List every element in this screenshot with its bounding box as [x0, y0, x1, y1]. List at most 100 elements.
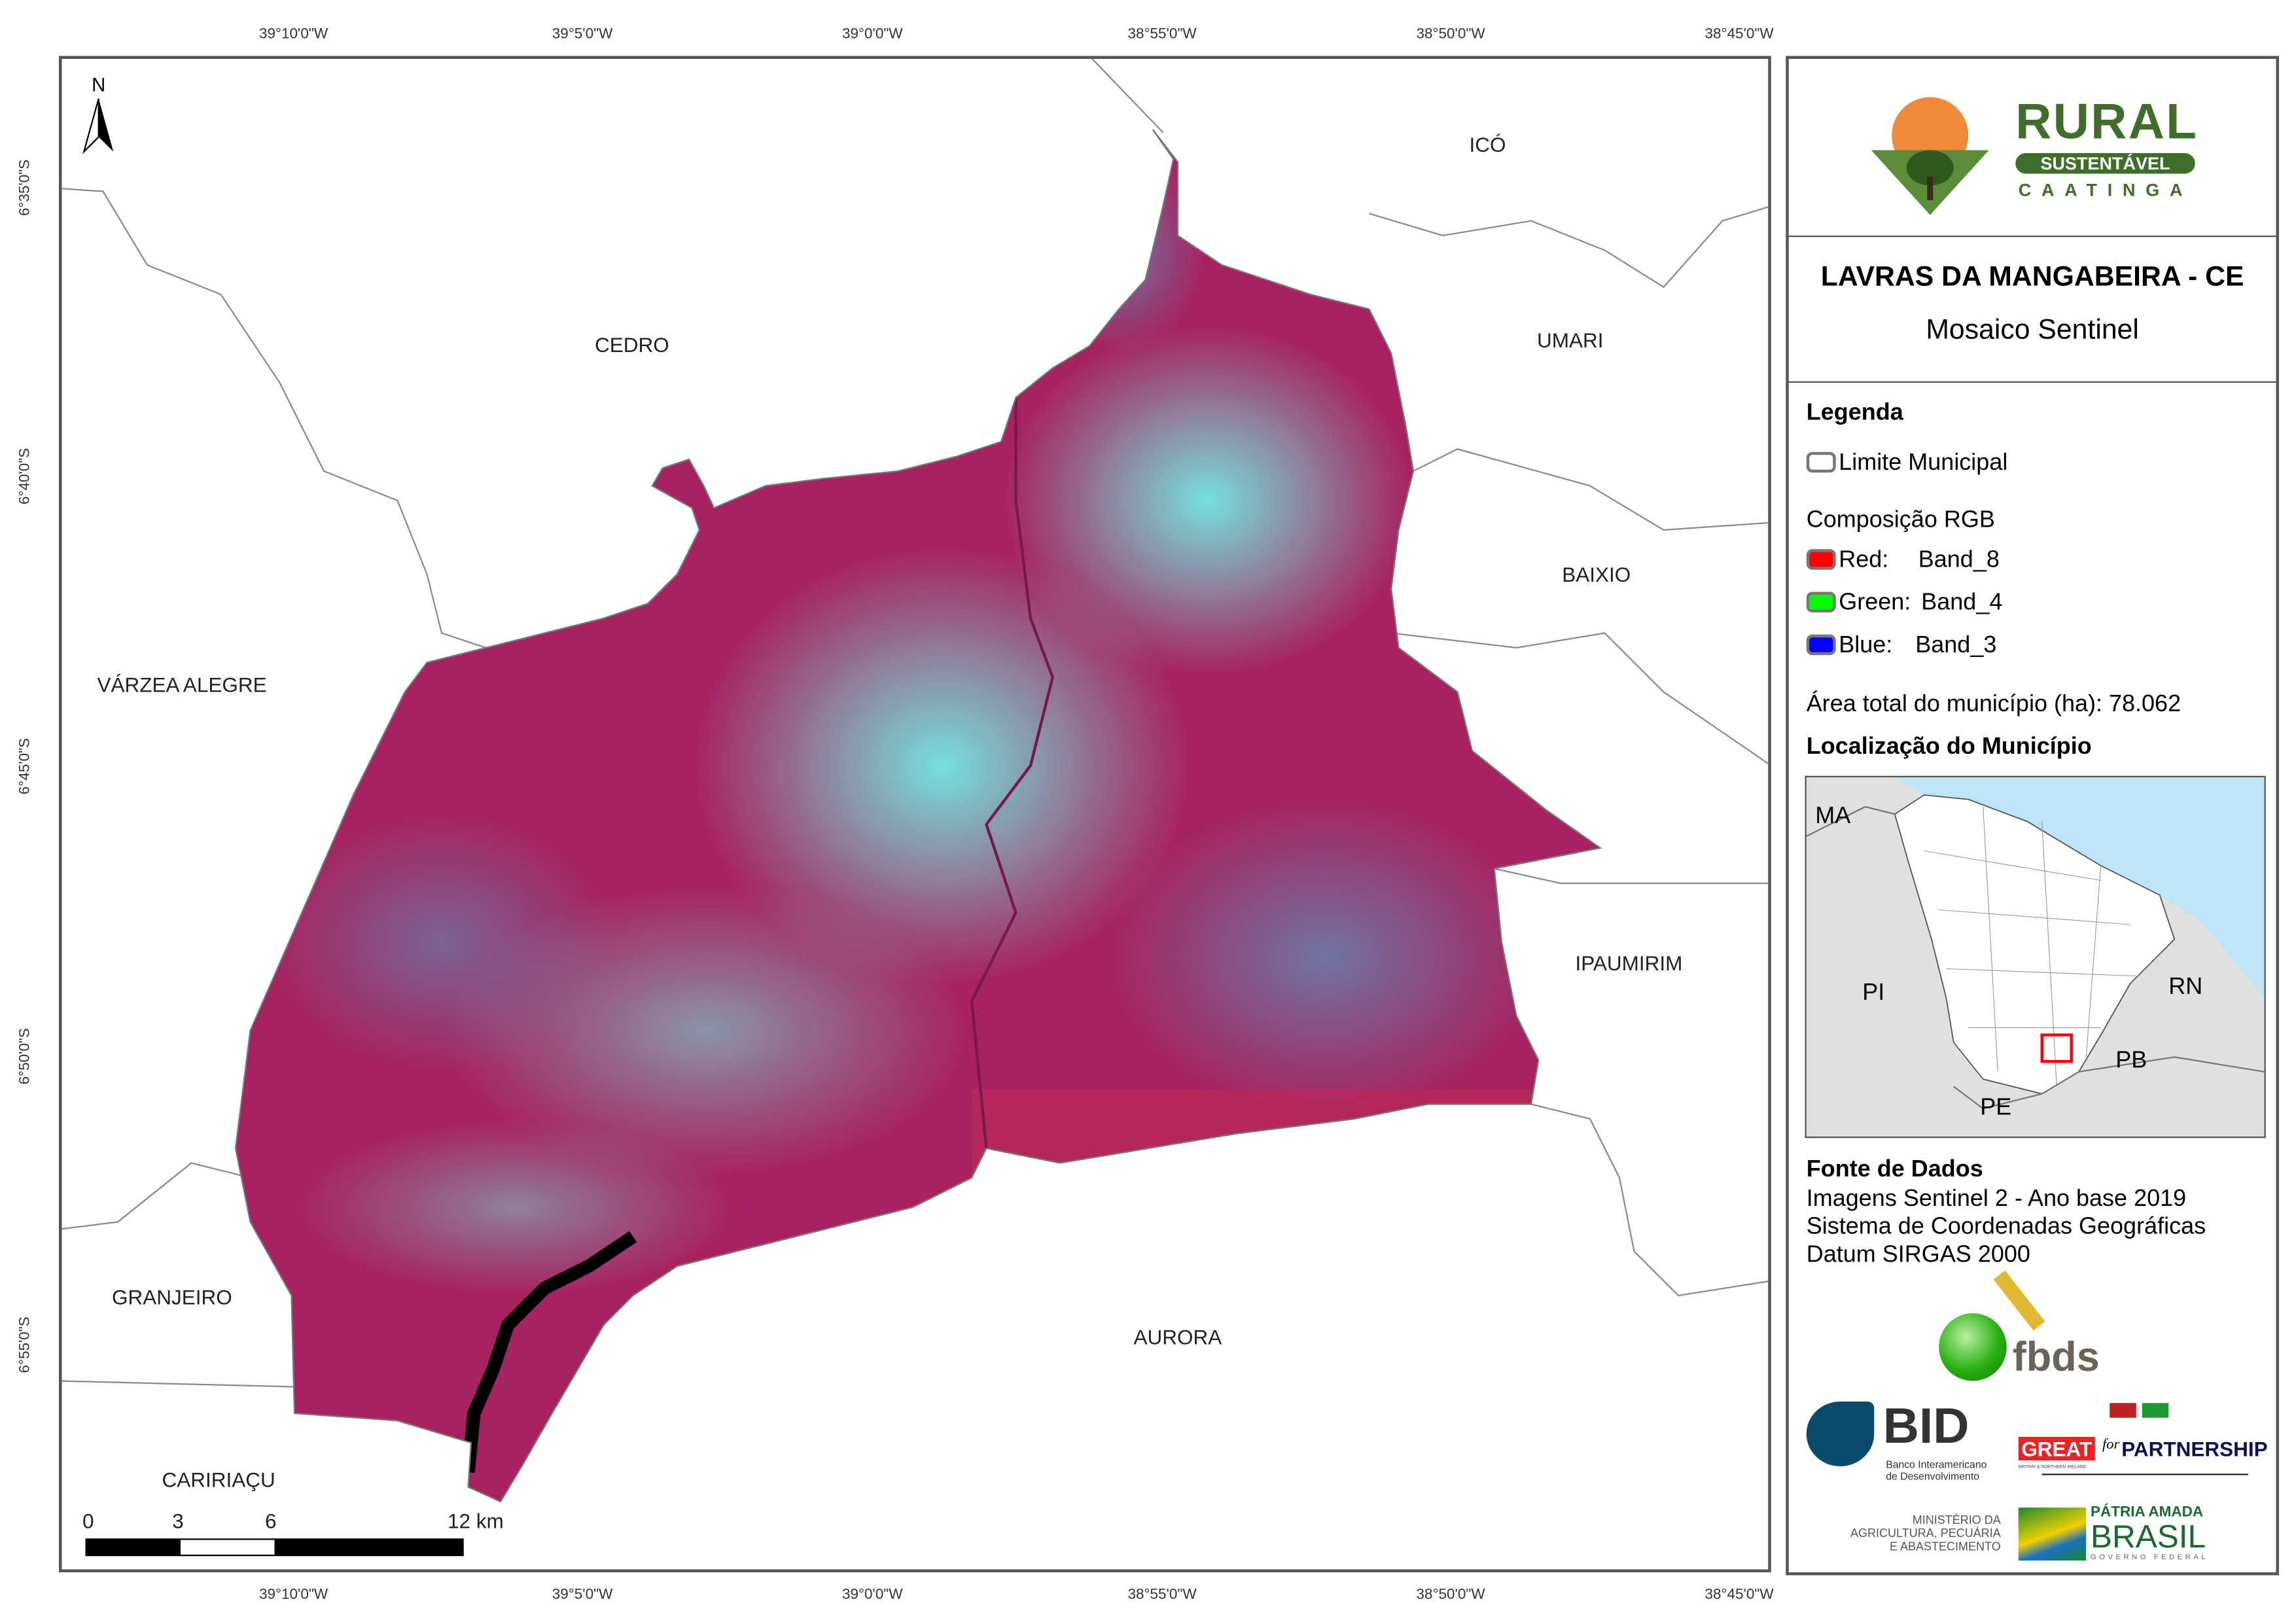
lon-label: 39°0'0"W: [842, 1587, 903, 1604]
legend-value: Band_3: [1915, 633, 1997, 658]
green-swatch: [1806, 591, 1836, 612]
great-partnership-logo: GREAT BRITAIN & NORTHERN IRELAND for PAR…: [2018, 1402, 2269, 1478]
legend-item-boundary: Limite Municipal: [1806, 450, 2008, 478]
lon-label: 39°5'0"W: [552, 26, 613, 43]
neighbor-label: AURORA: [1133, 1325, 1222, 1349]
inset-label: RN: [2168, 974, 2203, 1000]
map-title: LAVRAS DA MANGABEIRA - CE: [1820, 262, 2244, 293]
sources-heading: Fonte de Dados: [1806, 1157, 1983, 1182]
logo-emblem-icon: [1871, 97, 1989, 215]
neighbor-label: UMARI: [1537, 328, 1604, 352]
neighbor-label: VÁRZEA ALEGRE: [97, 673, 267, 697]
lat-label: 6°45'0"S: [17, 737, 34, 795]
ministry-logo: MINISTÉRIO DA AGRICULTURA, PECUÁRIA E AB…: [1833, 1513, 2001, 1553]
ministry-line: AGRICULTURA, PECUÁRIA: [1850, 1527, 2001, 1540]
legend-label: Blue:: [1839, 633, 1893, 658]
logo-text: RURAL: [2015, 94, 2199, 150]
map-subtitle: Mosaico Sentinel: [1926, 315, 2139, 346]
lat-label: 6°35'0"S: [17, 159, 34, 217]
great-text: GREAT: [2018, 1437, 2095, 1460]
source-line: Datum SIRGAS 2000: [1806, 1243, 2030, 1268]
lon-label: 38°50'0"W: [1416, 1587, 1485, 1604]
logo-text: CAATINGA: [2018, 179, 2193, 201]
inset-label: PE: [1980, 1095, 2012, 1121]
lon-label: 39°0'0"W: [842, 26, 903, 43]
lat-label: 6°50'0"S: [17, 1028, 34, 1085]
north-label: N: [92, 73, 106, 96]
bid-subtitle: Banco Interamericano de Desenvolvimento: [1886, 1460, 1987, 1484]
map-canvas: [62, 59, 1769, 1503]
bid-sub-line: de Desenvolvimento: [1886, 1472, 1979, 1483]
location-heading: Localização do Município: [1806, 734, 2092, 760]
legend-label: Limite Municipal: [1839, 450, 2008, 476]
lat-label: 6°40'0"S: [17, 448, 34, 505]
uk-flag-icon: [2110, 1403, 2136, 1418]
lon-label: 38°55'0"W: [1127, 26, 1197, 43]
rural-sustentavel-logo: RURAL SUSTENTÁVEL CAATINGA: [1868, 94, 2207, 218]
neighbor-label: CARIRIAÇU: [162, 1468, 275, 1492]
lon-label: 39°10'0"W: [259, 1587, 328, 1604]
scale-label: 3: [172, 1509, 184, 1533]
brasil-line: PÁTRIA AMADA: [2091, 1504, 2204, 1521]
fbds-logo: fbds: [1936, 1270, 2113, 1385]
ministry-line: MINISTÉRIO DA: [1912, 1513, 2001, 1527]
sentinel-mosaic: [236, 130, 1600, 1502]
partnership-text: PARTNERSHIP: [2121, 1437, 2268, 1460]
rgb-heading: Composição RGB: [1806, 508, 1995, 533]
blue-swatch: [1806, 634, 1836, 656]
lat-label: 6°55'0"S: [17, 1316, 34, 1373]
brazil-flag-icon: [2142, 1403, 2169, 1418]
inset-label: PI: [1862, 980, 1885, 1006]
legend-value: Band_4: [1921, 590, 2003, 616]
lon-label: 38°45'0"W: [1704, 1587, 1774, 1604]
neighbor-label: CEDRO: [595, 332, 669, 357]
legend-item-red: Red: Band_8: [1806, 548, 2000, 574]
scale-label: 0: [82, 1509, 94, 1533]
north-arrow-icon: [82, 98, 114, 154]
source-line: Imagens Sentinel 2 - Ano base 2019: [1806, 1186, 2187, 1212]
fbds-text: fbds: [2012, 1333, 2100, 1380]
neighbor-boundaries: [62, 59, 1769, 1388]
legend-label: Green:: [1839, 590, 1911, 616]
ministry-line: E ABASTECIMENTO: [1890, 1540, 2001, 1553]
side-panel: RURAL SUSTENTÁVEL CAATINGA LAVRAS DA MAN…: [1786, 56, 2279, 1576]
great-sub: BRITAIN & NORTHERN IRELAND: [2018, 1463, 2087, 1470]
highlight-box: [2040, 1033, 2073, 1063]
neighbor-label: BAIXIO: [1562, 562, 1631, 586]
bid-emblem-icon: [1806, 1402, 1875, 1466]
source-line: Sistema de Coordenadas Geográficas: [1806, 1214, 2206, 1240]
lon-label: 38°50'0"W: [1416, 26, 1485, 43]
scale-label: 12 km: [448, 1509, 504, 1533]
scale-bar-graphic: [85, 1538, 464, 1557]
north-arrow: N: [77, 74, 121, 162]
inset-label: MA: [1815, 803, 1851, 829]
map-frame[interactable]: N ICÓ CEDRO UMARI BAIXIO VÁRZEA ALEGRE I…: [59, 56, 1771, 1572]
scale-label: 6: [265, 1509, 277, 1533]
logo-text: SUSTENTÁVEL: [2015, 153, 2195, 174]
boundary-swatch: [1806, 451, 1836, 473]
neighbor-label: ICÓ: [1469, 132, 1506, 156]
neighbor-label: GRANJEIRO: [112, 1285, 232, 1309]
legend-item-green: Green: Band_4: [1806, 590, 2003, 617]
lon-label: 38°55'0"W: [1127, 1587, 1197, 1604]
scale-bar: 0 3 6 12 km: [82, 1509, 510, 1557]
lon-label: 38°45'0"W: [1704, 26, 1774, 43]
brasil-line: GOVERNO FEDERAL: [2091, 1553, 2209, 1562]
fbds-bar: [1993, 1270, 2045, 1331]
legend-item-blue: Blue: Band_3: [1806, 633, 1997, 660]
inset-label: PB: [2115, 1048, 2147, 1074]
for-text: for: [2102, 1437, 2120, 1453]
brasil-logo: PÁTRIA AMADA BRASIL GOVERNO FEDERAL: [2018, 1504, 2210, 1564]
area-text: Área total do município (ha): 78.062: [1806, 692, 2181, 717]
bid-text: BID: [1882, 1398, 1969, 1455]
brasil-line: BRASIL: [2091, 1517, 2206, 1555]
legend-value: Band_8: [1918, 548, 2000, 573]
brasil-emblem-icon: [2018, 1508, 2087, 1561]
red-swatch: [1806, 549, 1836, 570]
location-inset-map[interactable]: MA PI RN PB PE: [1805, 775, 2266, 1139]
fbds-circle-icon: [1939, 1313, 2007, 1381]
legend-heading: Legenda: [1806, 400, 1903, 426]
bid-logo: BID Banco Interamericano de Desenvolvimen…: [1806, 1398, 2013, 1487]
lon-label: 39°5'0"W: [552, 1587, 613, 1604]
